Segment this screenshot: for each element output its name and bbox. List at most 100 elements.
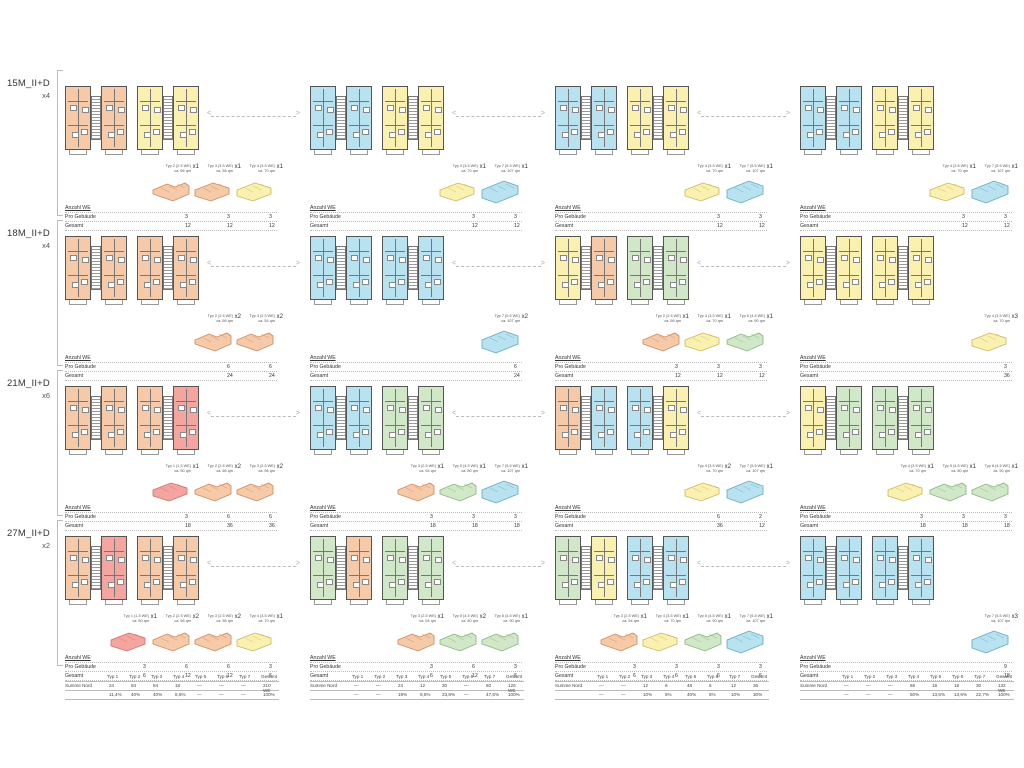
furniture-icon [144,582,151,588]
furniture-icon [398,429,405,435]
summary-percent: 40% [687,692,697,697]
furniture-icon [807,282,814,288]
stats-value: 3 [1004,214,1007,220]
summary-percent: 50% [910,692,920,697]
stats-label: Gesamt [310,523,329,529]
apartment-unit [800,86,826,150]
type-count: x3 [1011,614,1018,620]
furniture-icon [387,105,394,111]
furniture-icon [70,105,77,111]
furniture-icon [877,555,884,561]
furniture-icon [180,282,187,288]
type-label: Typ 4 (3.5 WE) ca. 70 qm x1 [673,164,731,173]
furniture-icon [853,257,860,263]
type-count: x1 [276,614,283,620]
summary-percent: 100% [263,692,275,697]
block-shape [439,482,477,502]
interior-wall [78,89,79,147]
apartment-unit [65,86,91,150]
furniture-icon [668,555,675,561]
furniture-icon [190,407,197,413]
furniture-icon [362,429,369,435]
stats-value: 3 [269,214,272,220]
summary-header-row: Typ 1 Typ 2 Typ 3 Typ 4 Typ 5 Typ 6 Typ 7 Gesam… [800,673,1014,682]
block-edge [202,487,212,493]
type-count: x1 [521,464,528,470]
stats-header-row: Anzahl WE [555,654,767,663]
stats-value: 6 [514,364,517,370]
stats-header: Anzahl WE [800,355,826,361]
type-area: ca. 56 qm [216,618,233,623]
stats-value: 18 [185,523,191,529]
furniture-icon [596,555,603,561]
furniture-icon [425,582,432,588]
furniture-icon [643,279,650,285]
furniture-icon [117,129,124,135]
furniture-icon [434,579,441,585]
block-edge [979,337,989,343]
type-label: Typ 5 (4.5 WE) ca. 80 qm x1 [428,464,486,473]
apartment-unit [663,386,689,450]
block-edge [666,633,676,639]
type-label: Typ 3 (2.5 WE) ca. 56 qm x2 [183,614,241,623]
furniture-icon [889,407,896,413]
furniture-icon [363,107,370,113]
furniture-icon [608,557,615,563]
block-edge [244,337,254,343]
summary-percent: — [464,692,469,697]
furniture-icon [189,129,196,135]
summary-count: — [844,683,849,688]
summary-count: 126 WE [508,683,516,693]
stats-label: Gesamt [65,373,84,379]
furniture-icon [434,429,441,435]
stats-label: Gesamt [800,373,819,379]
interior-wall [186,539,187,597]
block-edge [210,335,220,341]
apartment-unit [555,386,581,450]
block-edge [244,487,254,493]
furniture-icon [144,432,151,438]
stats-value: 9 [1004,664,1007,670]
stair-core [408,396,418,440]
furniture-icon [571,429,578,435]
summary-percent: — [888,692,893,697]
summary-header: Typ 4 [908,674,920,679]
type-name: Typ 3 (2.5 WE) [613,614,639,618]
furniture-icon [816,429,823,435]
summary-percent: 22,7% [976,692,990,697]
block-edge [995,333,1005,339]
stair-core [91,96,101,140]
interior-wall [78,539,79,597]
furniture-icon [118,557,125,563]
interior-wall [813,539,814,597]
summary-count: — [599,683,604,688]
stats-row-gesamt: Gesamt 18 18 18 [800,522,1012,531]
apartment-unit [382,536,408,600]
row-title: 27M_II+D [6,528,50,539]
furniture-icon [387,405,394,411]
balcony [667,600,685,605]
furniture-icon [889,107,896,113]
furniture-icon [398,279,405,285]
link-arrow-icon [452,260,545,267]
stats-label: Pro Gebäude [800,364,831,370]
balcony [667,300,685,305]
furniture-icon [117,579,124,585]
interior-wall [395,539,396,597]
block-shape [684,482,720,502]
block-edge [497,635,507,641]
stats-row-pro: Pro Gebäude 6 [310,363,522,372]
stats-value: 18 [920,523,926,529]
block-edge [734,487,744,493]
furniture-icon [634,132,641,138]
interior-wall [640,389,641,447]
furniture-icon [816,579,823,585]
stair-core [408,546,418,590]
stair-core [581,396,591,440]
stats-row-gesamt: Gesamt 18 36 36 [65,522,277,531]
isometric-unit-block [481,632,519,652]
furniture-icon [190,257,197,263]
interior-wall [640,239,641,297]
furniture-icon [560,105,567,111]
furniture-icon [326,279,333,285]
